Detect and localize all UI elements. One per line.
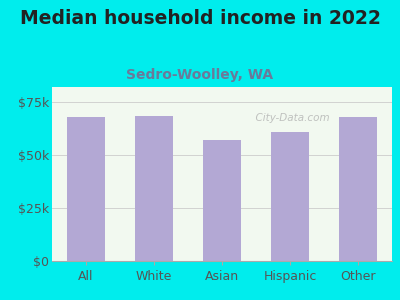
Bar	[271, 132, 309, 261]
Text: City-Data.com: City-Data.com	[249, 113, 330, 123]
Text: Sedro-Woolley, WA: Sedro-Woolley, WA	[126, 68, 274, 82]
Bar	[67, 117, 105, 261]
Bar	[135, 116, 173, 261]
Bar	[203, 140, 241, 261]
Bar	[339, 117, 377, 261]
Text: Median household income in 2022: Median household income in 2022	[20, 9, 380, 28]
